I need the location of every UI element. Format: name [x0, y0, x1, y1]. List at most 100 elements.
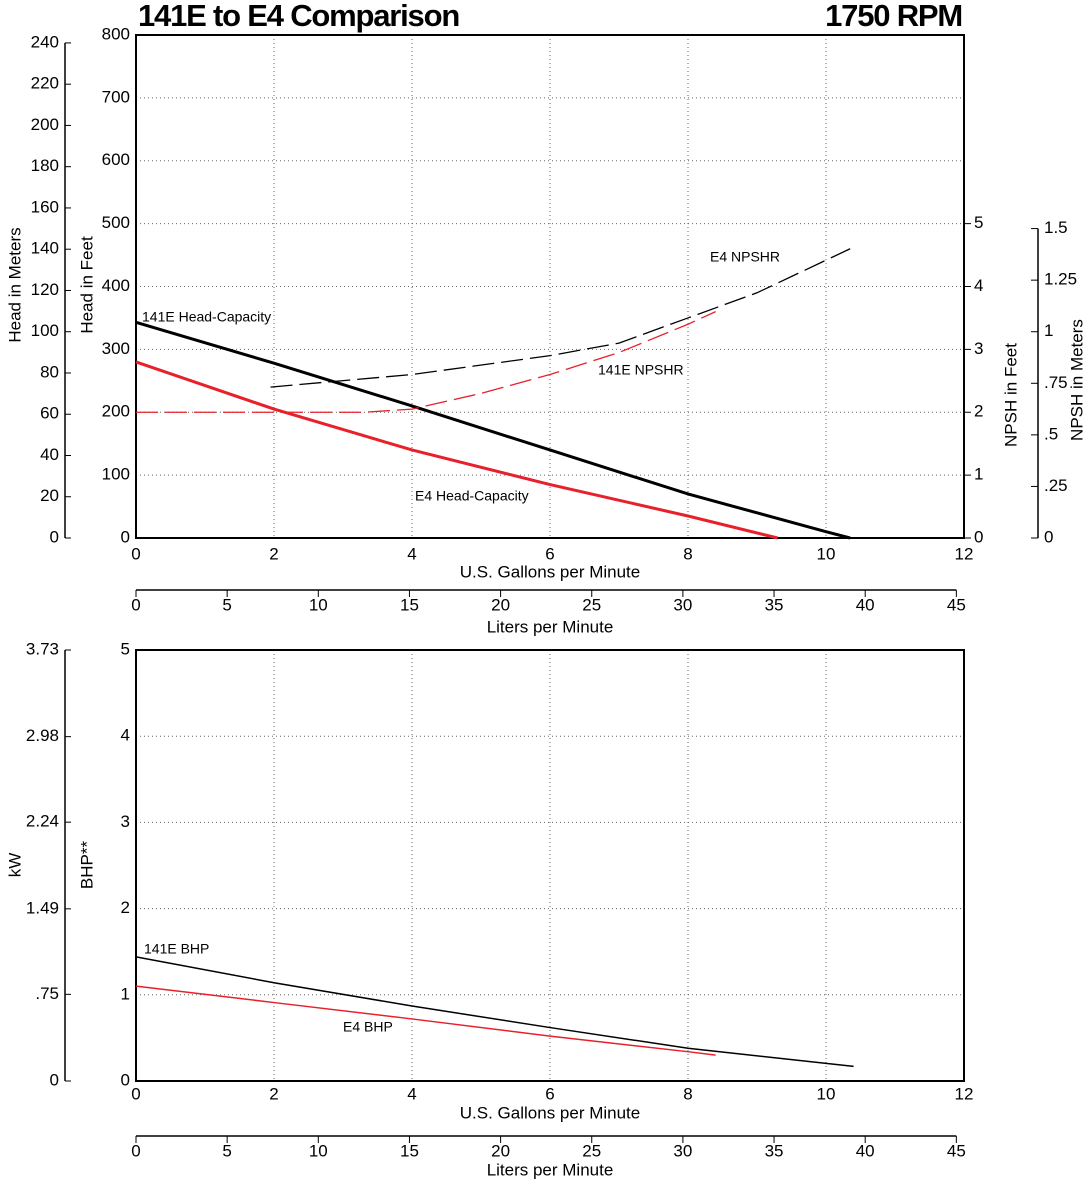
- x-tick-label: 8: [683, 544, 692, 563]
- y-tick-label: 0: [121, 1070, 130, 1089]
- x-tick-label: 0: [131, 1084, 140, 1103]
- y3-tick-label: 0: [1044, 527, 1053, 546]
- y-tick-label: 400: [102, 276, 130, 295]
- liters-axis-title: Liters per Minute: [487, 1160, 614, 1179]
- left-axis-title: Head in Meters: [5, 227, 24, 342]
- left-tick-label: 120: [31, 280, 59, 299]
- series-label: 141E BHP: [144, 941, 209, 957]
- left-tick-label: 240: [31, 32, 59, 51]
- y-tick-label: 0: [121, 527, 130, 546]
- x-tick-label: 0: [131, 544, 140, 563]
- series-line: [270, 248, 851, 388]
- left-tick-label: 160: [31, 197, 59, 216]
- y3-tick-label: .75: [1044, 373, 1068, 392]
- plot-frame: [135, 649, 965, 1082]
- left-tick-label: .75: [35, 984, 59, 1003]
- x-tick-label: 4: [407, 1084, 416, 1103]
- y2-tick-label: 1: [974, 465, 983, 484]
- liters-tick-label: 35: [765, 1141, 784, 1160]
- liters-tick-label: 15: [400, 595, 419, 614]
- y3-tick-label: 1: [1044, 321, 1053, 340]
- series-label: 141E NPSHR: [598, 362, 684, 378]
- x-axis-title: U.S. Gallons per Minute: [460, 562, 640, 581]
- y2-tick-label: 4: [974, 276, 983, 295]
- y-tick-label: 500: [102, 213, 130, 232]
- y-tick-label: 2: [121, 898, 130, 917]
- y-tick-label: 200: [102, 402, 130, 421]
- left-tick-label: 2.24: [26, 812, 59, 831]
- y2-tick-label: 2: [974, 402, 983, 421]
- x-axis-title: U.S. Gallons per Minute: [460, 1103, 640, 1122]
- liters-tick-label: 5: [222, 595, 231, 614]
- x-tick-label: 8: [683, 1084, 692, 1103]
- left-tick-label: 40: [40, 445, 59, 464]
- y-tick-label: 700: [102, 87, 130, 106]
- series-label: E4 NPSHR: [710, 249, 780, 265]
- liters-tick-label: 30: [673, 1141, 692, 1160]
- left-tick-label: 100: [31, 321, 59, 340]
- liters-tick-label: 0: [131, 1141, 140, 1160]
- x-tick-label: 6: [545, 544, 554, 563]
- liters-tick-label: 45: [947, 595, 966, 614]
- y3-tick-label: .25: [1044, 476, 1068, 495]
- y-axis-title: BHP**: [77, 841, 96, 890]
- liters-tick-label: 45: [947, 1141, 966, 1160]
- y-tick-label: 4: [121, 726, 130, 745]
- y-tick-label: 3: [121, 812, 130, 831]
- series-line: [135, 956, 854, 1068]
- series-label: E4 Head-Capacity: [415, 488, 529, 504]
- series-line: [135, 360, 779, 540]
- left-tick-label: 80: [40, 362, 59, 381]
- left-tick-label: 200: [31, 115, 59, 134]
- y2-tick-label: 3: [974, 339, 983, 358]
- liters-tick-label: 40: [856, 1141, 875, 1160]
- liters-tick-label: 25: [582, 595, 601, 614]
- y-tick-label: 1: [121, 984, 130, 1003]
- y3-tick-label: 1.5: [1044, 218, 1068, 237]
- liters-tick-label: 25: [582, 1141, 601, 1160]
- liters-tick-label: 20: [491, 1141, 510, 1160]
- left-tick-label: 2.98: [26, 726, 59, 745]
- y-axis-title: Head in Feet: [77, 236, 96, 334]
- left-tick-label: 140: [31, 239, 59, 258]
- left-tick-label: 1.49: [26, 898, 59, 917]
- y-tick-label: 800: [102, 24, 130, 43]
- liters-tick-label: 5: [222, 1141, 231, 1160]
- x-tick-label: 12: [955, 544, 974, 563]
- y-tick-label: 5: [121, 639, 130, 658]
- y3-axis-title: NPSH in Meters: [1067, 319, 1086, 441]
- liters-tick-label: 10: [309, 1141, 328, 1160]
- left-tick-label: 180: [31, 156, 59, 175]
- liters-tick-label: 35: [765, 595, 784, 614]
- left-tick-label: 3.73: [26, 639, 59, 658]
- y-tick-label: 600: [102, 150, 130, 169]
- chart-title: 141E to E4 Comparison: [138, 0, 459, 33]
- x-tick-label: 4: [407, 544, 416, 563]
- series-line: [135, 320, 851, 540]
- liters-tick-label: 10: [309, 595, 328, 614]
- y2-axis-title: NPSH in Feet: [1001, 343, 1020, 447]
- liters-tick-label: 0: [131, 595, 140, 614]
- liters-tick-label: 30: [673, 595, 692, 614]
- liters-tick-label: 15: [400, 1141, 419, 1160]
- series-line: [135, 985, 716, 1056]
- left-axis-title: kW: [5, 853, 24, 878]
- left-tick-label: 0: [50, 527, 59, 546]
- x-tick-label: 12: [955, 1084, 974, 1103]
- x-tick-label: 2: [269, 544, 278, 563]
- left-tick-label: 220: [31, 74, 59, 93]
- liters-tick-label: 40: [856, 595, 875, 614]
- series-line: [136, 311, 716, 413]
- chart-subtitle: 1750 RPM: [825, 0, 962, 33]
- y3-tick-label: 1.25: [1044, 270, 1077, 289]
- y-tick-label: 100: [102, 465, 130, 484]
- y2-tick-label: 5: [974, 213, 983, 232]
- x-tick-label: 10: [817, 544, 836, 563]
- left-tick-label: 0: [50, 1070, 59, 1089]
- liters-tick-label: 20: [491, 595, 510, 614]
- left-tick-label: 60: [40, 404, 59, 423]
- y3-tick-label: .5: [1044, 424, 1058, 443]
- x-tick-label: 2: [269, 1084, 278, 1103]
- series-label: E4 BHP: [343, 1019, 393, 1035]
